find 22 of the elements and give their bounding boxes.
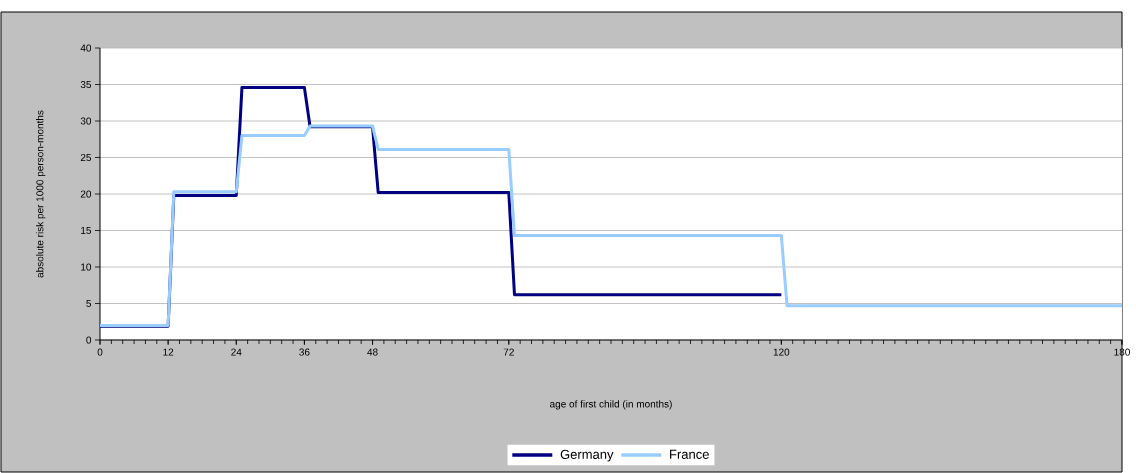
x-tick-label: 120 <box>773 348 790 356</box>
x-tick-label: 48 <box>367 348 378 356</box>
x-axis-title: age of first child (in months) <box>550 400 672 410</box>
y-tick-label: 25 <box>80 153 92 162</box>
x-tick-label: 0 <box>97 348 103 356</box>
y-tick-label: 10 <box>81 263 92 271</box>
y-tick-label: 15 <box>81 227 92 234</box>
y-tick-label: 35 <box>80 80 92 89</box>
legend-label: France <box>670 449 709 459</box>
legend-label: Germany <box>560 449 614 462</box>
y-tick-label: 0 <box>86 336 92 344</box>
x-tick-label: 24 <box>231 348 242 356</box>
y-tick-label: 20 <box>80 190 92 198</box>
x-tick-label: 180 <box>1114 348 1130 356</box>
y-axis-title: absolute risk per 1000 person-months <box>36 110 46 278</box>
line-series <box>98 124 1124 327</box>
x-tick-label: 12 <box>163 348 174 356</box>
y-tick-label: 30 <box>80 117 92 125</box>
x-tick-label: 72 <box>503 348 514 356</box>
x-tick-label: 36 <box>299 348 310 356</box>
y-tick-label: 5 <box>86 300 92 307</box>
y-tick-label: 40 <box>80 44 92 52</box>
